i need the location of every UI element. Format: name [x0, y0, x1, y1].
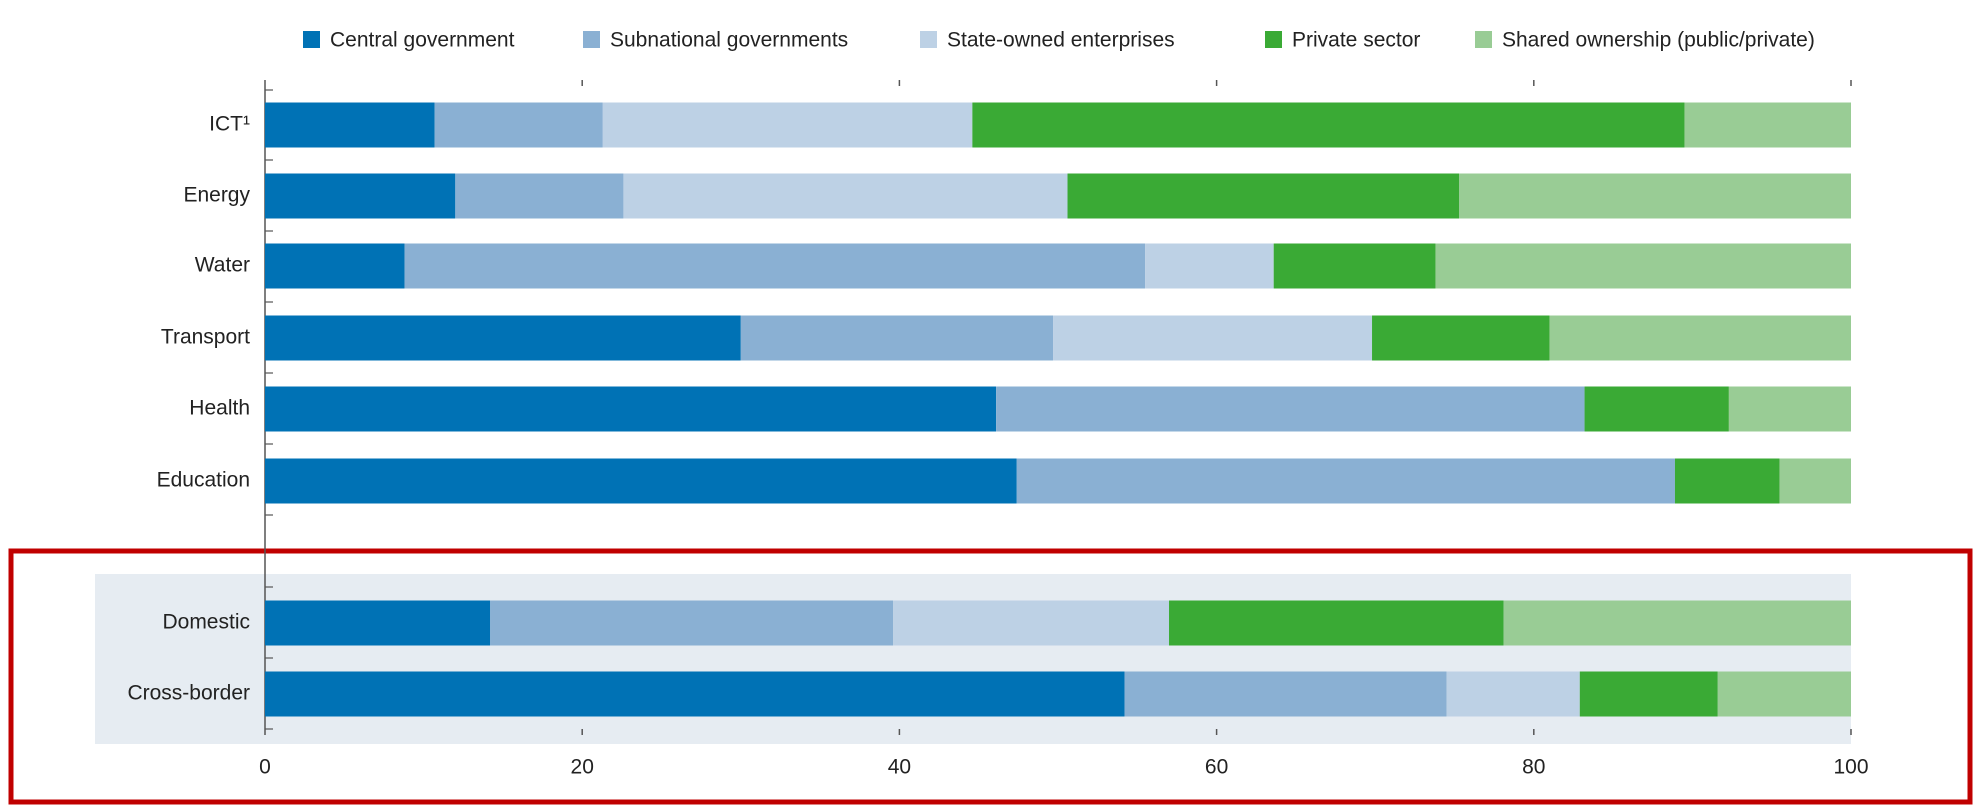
bar-segment: [490, 600, 894, 646]
bar-segment: [1169, 600, 1504, 646]
bar-segment: [1549, 315, 1851, 361]
y-tick-label: ICT¹: [209, 113, 250, 136]
bar-segment: [265, 458, 1017, 504]
bar-segment: [265, 102, 435, 148]
bar-segment: [1067, 173, 1460, 219]
bar-segment: [1674, 458, 1780, 504]
y-tick-label: Domestic: [162, 611, 250, 634]
bar-segment: [1717, 671, 1851, 717]
x-tick-label: 80: [1522, 756, 1545, 779]
legend-swatch: [920, 31, 937, 48]
bar-segment: [1273, 243, 1436, 289]
legend-label: Central government: [330, 29, 515, 52]
legend-label: Shared ownership (public/private): [1502, 29, 1815, 52]
x-tick-label: 60: [1205, 756, 1228, 779]
y-tick-label: Cross-border: [127, 682, 250, 705]
bar-segment: [1579, 671, 1718, 717]
y-tick-label: Health: [189, 397, 250, 420]
bar-segment: [893, 600, 1170, 646]
bar-segment: [1779, 458, 1851, 504]
bar-segment: [1584, 386, 1729, 432]
x-tick-label: 100: [1833, 756, 1868, 779]
bar-segment: [455, 173, 624, 219]
bar-segment: [265, 600, 491, 646]
bar-segment: [1459, 173, 1851, 219]
bar-segment: [1435, 243, 1851, 289]
legend-label: State-owned enterprises: [947, 29, 1175, 52]
y-tick-label: Water: [195, 254, 250, 277]
bar-segment: [1053, 315, 1373, 361]
legend-label: Subnational governments: [610, 29, 848, 52]
bar-segment: [1372, 315, 1550, 361]
bar-segment: [1728, 386, 1851, 432]
bar-segment: [996, 386, 1585, 432]
y-tick-label: Education: [157, 469, 250, 492]
x-tick-label: 0: [259, 756, 271, 779]
y-tick-label: Energy: [183, 184, 250, 207]
bar-segment: [404, 243, 1146, 289]
bar-segment: [1446, 671, 1580, 717]
legend-swatch: [303, 31, 320, 48]
legend-swatch: [1265, 31, 1282, 48]
bar-segment: [972, 102, 1685, 148]
bar-segment: [265, 671, 1125, 717]
bar-segment: [602, 102, 973, 148]
bar-segment: [1145, 243, 1274, 289]
bar-segment: [623, 173, 1068, 219]
bar-segment: [740, 315, 1054, 361]
y-tick-label: Transport: [161, 326, 250, 349]
bar-segment: [1684, 102, 1851, 148]
bar-segment: [265, 315, 741, 361]
legend-label: Private sector: [1292, 29, 1420, 52]
group-background: [95, 574, 1851, 744]
bar-segment: [265, 386, 997, 432]
bar-segment: [1503, 600, 1851, 646]
legend-swatch: [583, 31, 600, 48]
x-tick-label: 20: [571, 756, 594, 779]
x-tick-label: 40: [888, 756, 911, 779]
legend-swatch: [1475, 31, 1492, 48]
highlight-box: [8, 548, 1973, 805]
bar-segment: [1016, 458, 1675, 504]
bar-segment: [1124, 671, 1447, 717]
bar-segment: [265, 243, 405, 289]
bar-segment: [434, 102, 603, 148]
bar-segment: [265, 173, 456, 219]
